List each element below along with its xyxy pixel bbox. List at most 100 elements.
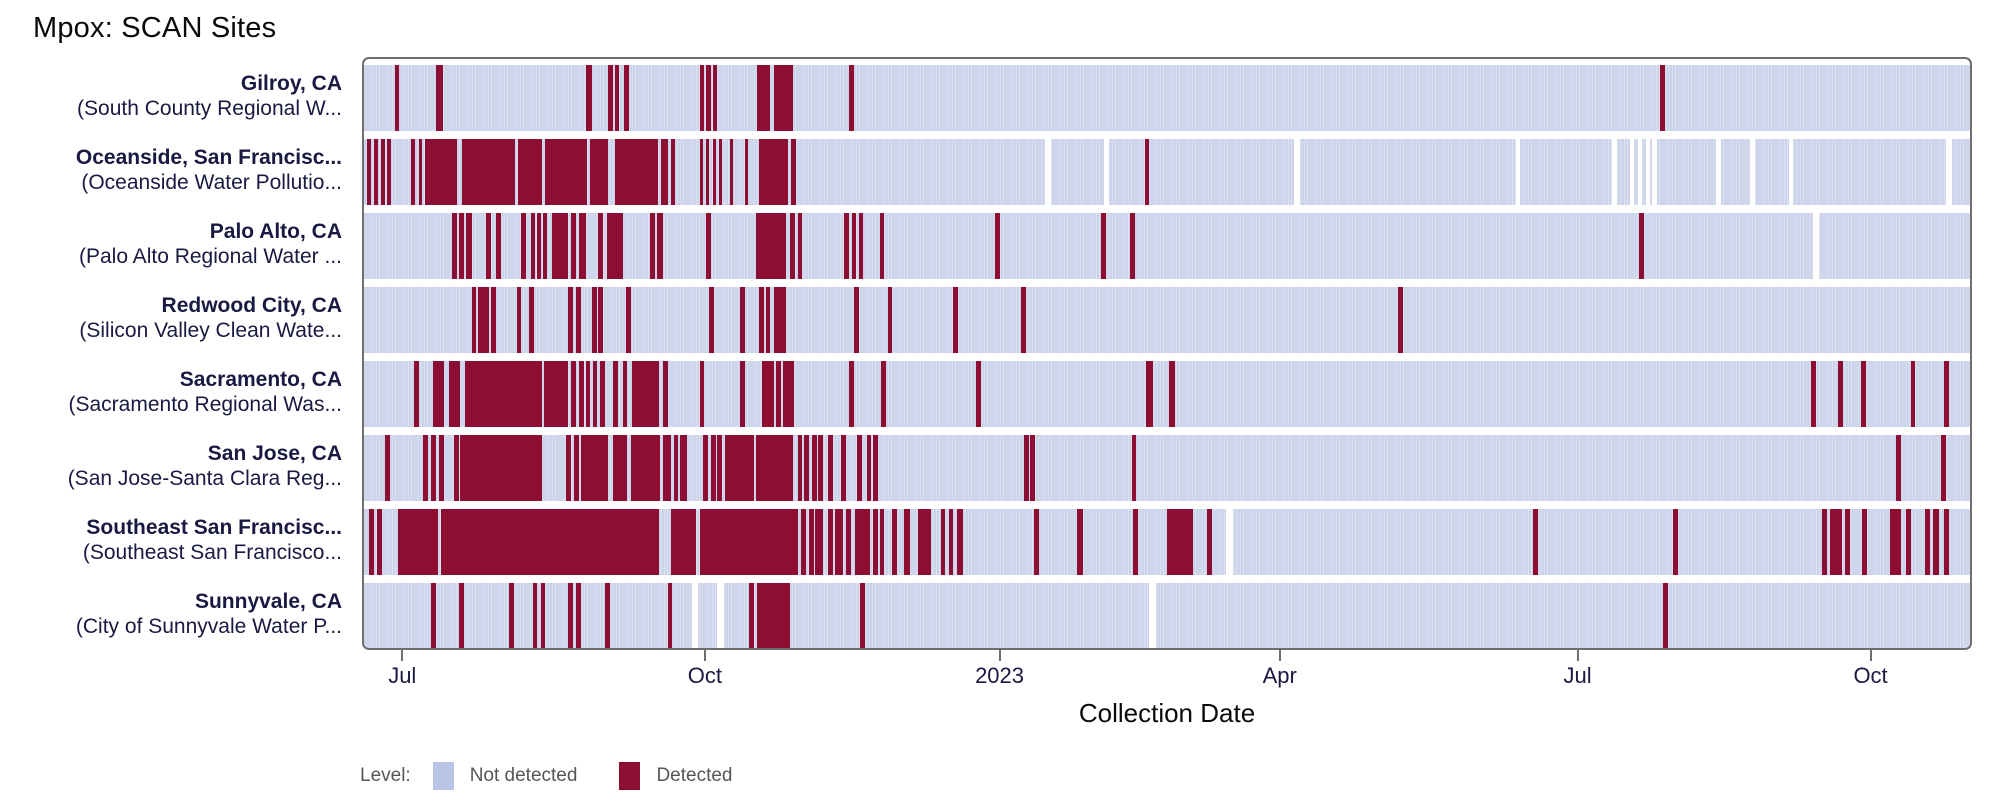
- missing-sample-gap: [1812, 213, 1820, 279]
- site-plant: (City of Sunnyvale Water P...: [75, 615, 342, 638]
- legend-item-detected: Detected: [619, 762, 733, 790]
- missing-sample-gap: [1149, 583, 1156, 648]
- detected-segment: [452, 213, 458, 279]
- detected-segment: [585, 65, 593, 131]
- detected-segment: [536, 213, 541, 279]
- detected-segment: [706, 213, 711, 279]
- detected-segment: [702, 435, 708, 501]
- detected-segment: [649, 213, 655, 279]
- site-label: Sunnyvale, CA (City of Sunnyvale Water P.…: [0, 581, 342, 647]
- detected-segment: [712, 139, 716, 205]
- detected-segment: [458, 583, 464, 648]
- detected-segment: [775, 361, 781, 427]
- detected-segment: [580, 435, 609, 501]
- legend-label: Level:: [360, 765, 411, 786]
- detected-segment: [465, 213, 472, 279]
- detected-segment: [1830, 509, 1842, 575]
- x-tick-mark: [1278, 650, 1281, 661]
- detected-segment: [757, 65, 771, 131]
- detected-segment: [879, 509, 885, 575]
- site-city: Redwood City, CA: [161, 294, 342, 317]
- detected-segment: [953, 287, 959, 353]
- detected-segment: [710, 435, 716, 501]
- detected-segment: [571, 361, 576, 427]
- detected-segment: [812, 435, 817, 501]
- detected-segment: [566, 435, 572, 501]
- detected-segment: [394, 65, 400, 131]
- site-plant: (San Jose-Santa Clara Reg...: [67, 467, 342, 490]
- detected-segment: [1838, 361, 1844, 427]
- detected-segment: [718, 139, 723, 205]
- missing-sample-gap: [1044, 139, 1052, 205]
- detected-segment: [818, 435, 824, 501]
- x-tick-label: Apr: [1262, 663, 1297, 688]
- missing-sample-gap: [1716, 139, 1722, 205]
- site-label: Southeast San Francisc... (Southeast San …: [0, 507, 342, 573]
- detected-segment: [739, 361, 745, 427]
- detected-segment: [852, 213, 857, 279]
- site-city: Palo Alto, CA: [209, 220, 342, 243]
- x-axis-title: Collection Date: [1078, 698, 1256, 728]
- detected-segment: [1663, 583, 1669, 648]
- detected-segment: [516, 287, 522, 353]
- detected-segment: [1168, 361, 1176, 427]
- detected-segment: [762, 361, 774, 427]
- detected-segment: [948, 509, 954, 575]
- detected-segment: [670, 509, 697, 575]
- detected-segment: [873, 435, 878, 501]
- detected-segment: [744, 139, 748, 205]
- detected-segment: [699, 361, 705, 427]
- detected-segment: [699, 509, 798, 575]
- site-band: [364, 509, 1970, 575]
- detected-segment: [625, 287, 631, 353]
- detected-segment: [858, 213, 864, 279]
- detected-segment: [1133, 509, 1139, 575]
- detected-segment: [529, 287, 535, 353]
- site-label: Sacramento, CA (Sacramento Regional Was..…: [0, 359, 342, 425]
- detected-segment: [608, 65, 613, 131]
- detected-segment: [1944, 361, 1950, 427]
- detected-segment: [495, 213, 501, 279]
- x-tick-label: Oct: [1853, 663, 1888, 688]
- site-plant: (Southeast San Francisco...: [82, 541, 342, 564]
- detected-segment: [486, 213, 491, 279]
- detected-segment: [387, 139, 392, 205]
- detected-segment: [918, 509, 931, 575]
- plot-area: [362, 57, 1972, 650]
- detected-segment: [373, 139, 378, 205]
- detected-segment: [531, 213, 536, 279]
- detected-segment: [1660, 65, 1665, 131]
- detected-segment: [418, 139, 422, 205]
- site-band: [364, 139, 1970, 205]
- detected-segment: [717, 435, 723, 501]
- detected-segment: [956, 509, 964, 575]
- detected-segment: [1130, 213, 1135, 279]
- site-label: Palo Alto, CA (Palo Alto Regional Water .…: [0, 211, 342, 277]
- detected-segment: [413, 361, 419, 427]
- detected-segment: [1030, 435, 1036, 501]
- detected-segment: [431, 435, 437, 501]
- site-band: [364, 583, 1970, 648]
- detected-segment: [575, 287, 581, 353]
- detected-segment: [521, 213, 527, 279]
- detected-segment: [773, 65, 793, 131]
- legend-item-label: Detected: [656, 765, 733, 786]
- detected-segment: [857, 435, 862, 501]
- detected-segment: [1925, 509, 1930, 575]
- detected-segment: [367, 139, 372, 205]
- detected-segment: [849, 361, 854, 427]
- detected-segment: [575, 583, 581, 648]
- detected-segment: [532, 583, 538, 648]
- detected-segment: [657, 213, 663, 279]
- detected-segment: [423, 435, 429, 501]
- detected-segment: [790, 213, 796, 279]
- detected-segment: [808, 509, 814, 575]
- detected-segment: [661, 139, 668, 205]
- detected-segment: [461, 139, 515, 205]
- site-plant: (Palo Alto Regional Water ...: [78, 245, 342, 268]
- chart-title: Mpox: SCAN Sites: [33, 12, 277, 44]
- detected-segment: [458, 213, 464, 279]
- detected-segment: [860, 583, 866, 648]
- detected-segment: [433, 361, 445, 427]
